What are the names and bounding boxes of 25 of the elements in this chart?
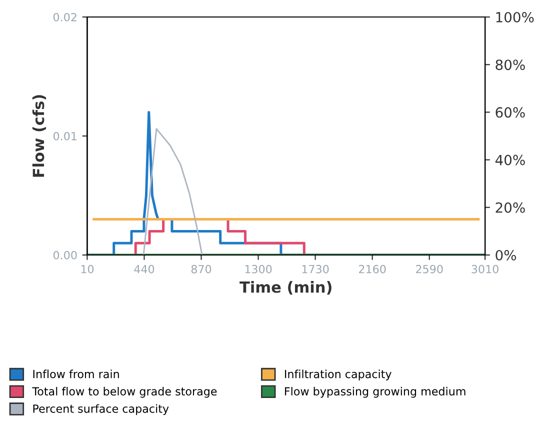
x-tick-label: 870 (191, 264, 212, 274)
legend-label: Infiltration capacity (285, 370, 392, 380)
y-axis-title: Flow (cfs) (32, 95, 46, 177)
x-tick-label: 3010 (472, 264, 498, 274)
y2-tick-label: 80% (496, 60, 525, 70)
x-tick-label: 440 (134, 264, 154, 274)
y2-tick-label: 0% (496, 250, 516, 260)
x-tick-label: 2590 (416, 264, 443, 274)
x-tick-label: 1730 (302, 264, 329, 274)
y-tick-label: 0.01 (53, 132, 76, 140)
y2-tick-label: 60% (496, 107, 525, 118)
y-tick-label: 0.02 (53, 12, 76, 22)
legend-label: Percent surface capacity (33, 404, 169, 415)
legend-label: Flow bypassing growing medium (285, 386, 466, 398)
y-tick-label: 0.00 (53, 250, 77, 260)
legend-label: Inflow from rain (33, 370, 119, 378)
x-axis-title: Time (min) (240, 281, 332, 295)
line-series (142, 128, 203, 255)
y2-tick-label: 100% (496, 12, 534, 22)
x-tick-label: 1300 (245, 264, 272, 274)
x-tick-label: 10 (81, 264, 94, 274)
y2-tick-label: 20% (496, 202, 525, 213)
y2-tick-label: 40% (495, 154, 525, 166)
legend-label: Total flow to below grade storage (32, 386, 217, 398)
x-tick-label: 2160 (359, 264, 386, 274)
